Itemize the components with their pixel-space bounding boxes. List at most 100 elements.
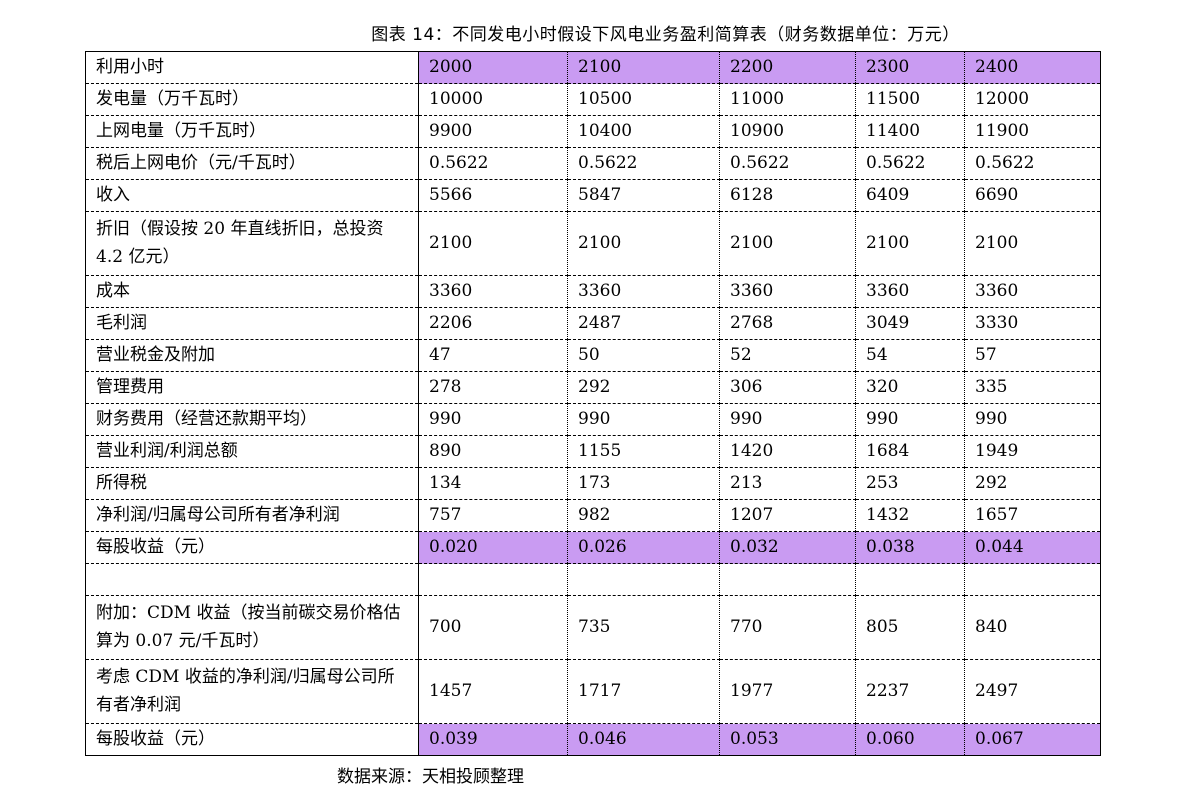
cell-value: 982 [567,499,720,532]
profit-estimate-table: 利用小时 2000 2100 2200 2300 2400 发电量（万千瓦时） 10000 10… [85,51,1101,756]
cell-value: 0.020 [418,531,568,564]
cell-value: 1432 [855,499,965,532]
cell-value: 0.5622 [855,147,965,180]
row-label: 每股收益（元） [85,723,419,756]
cell-value: 770 [719,595,856,660]
row-label: 财务费用（经营还款期平均） [85,403,419,436]
table-row: 附加：CDM 收益（按当前碳交易价格估算为 0.07 元/千瓦时） 700 735 7… [85,595,1101,660]
cell-value: 2497 [964,659,1101,724]
cell-value: 1457 [418,659,568,724]
table-row: 管理费用 278 292 306 320 335 [85,371,1101,404]
table-row: 所得税 134 173 213 253 292 [85,467,1101,500]
cell-value: 0.032 [719,531,856,564]
cell-value: 840 [964,595,1101,660]
cell-value: 253 [855,467,965,500]
cell-value: 2300 [855,51,965,84]
cell-value: 1717 [567,659,720,724]
cell-value: 292 [567,371,720,404]
table-row: 考虑 CDM 收益的净利润/归属母公司所有者净利润 1457 1717 1977 223… [85,659,1101,724]
table-row: 净利润/归属母公司所有者净利润 757 982 1207 1432 1657 [85,499,1101,532]
cell-value: 3360 [719,275,856,308]
cell-value: 3360 [855,275,965,308]
table-row: 营业利润/利润总额 890 1155 1420 1684 1949 [85,435,1101,468]
cell-value: 2400 [964,51,1101,84]
row-label: 管理费用 [85,371,419,404]
cell-value: 10000 [418,83,568,116]
row-label: 附加：CDM 收益（按当前碳交易价格估算为 0.07 元/千瓦时） [85,595,419,660]
table-row: 毛利润 2206 2487 2768 3049 3330 [85,307,1101,340]
row-label: 折旧（假设按 20 年直线折旧，总投资 4.2 亿元） [85,211,419,276]
cell-value: 3360 [964,275,1101,308]
cell-value: 2100 [855,211,965,276]
cell-value: 2206 [418,307,568,340]
cell-value: 2100 [418,211,568,276]
cell-value: 0.5622 [719,147,856,180]
row-label: 营业税金及附加 [85,339,419,372]
table-row: 发电量（万千瓦时） 10000 10500 11000 11500 12000 [85,83,1101,116]
cell-value: 320 [855,371,965,404]
cell-value: 0.046 [567,723,720,756]
row-label: 税后上网电价（元/千瓦时） [85,147,419,180]
cell-value: 11500 [855,83,965,116]
cell-value: 1207 [719,499,856,532]
row-label: 营业利润/利润总额 [85,435,419,468]
cell-value: 3360 [567,275,720,308]
cell-value: 57 [964,339,1101,372]
cell-value: 2100 [964,211,1101,276]
cell-value: 335 [964,371,1101,404]
cell-value: 11900 [964,115,1101,148]
cell-value: 3330 [964,307,1101,340]
cell-value: 52 [719,339,856,372]
cell-value: 1684 [855,435,965,468]
cell-value: 990 [418,403,568,436]
cell-value: 50 [567,339,720,372]
cell-value [719,563,856,596]
table-row: 税后上网电价（元/千瓦时） 0.5622 0.5622 0.5622 0.5622 0.5… [85,147,1101,180]
cell-value: 10500 [567,83,720,116]
cell-value: 1155 [567,435,720,468]
row-label [85,563,419,596]
cell-value: 54 [855,339,965,372]
cell-value: 0.067 [964,723,1101,756]
cell-value: 2100 [567,211,720,276]
cell-value: 3360 [418,275,568,308]
table-row: 成本 3360 3360 3360 3360 3360 [85,275,1101,308]
cell-value: 990 [567,403,720,436]
cell-value: 890 [418,435,568,468]
cell-value: 0.5622 [964,147,1101,180]
cell-value: 805 [855,595,965,660]
cell-value: 2487 [567,307,720,340]
cell-value: 2200 [719,51,856,84]
cell-value: 990 [855,403,965,436]
cell-value: 134 [418,467,568,500]
cell-value: 990 [964,403,1101,436]
table-row: 每股收益（元） 0.020 0.026 0.032 0.038 0.044 [85,531,1101,564]
cell-value: 0.038 [855,531,965,564]
data-source-note: 数据来源：天相投顾整理 [337,767,524,787]
cell-value: 306 [719,371,856,404]
cell-value: 990 [719,403,856,436]
table-row: 上网电量（万千瓦时） 9900 10400 10900 11400 11900 [85,115,1101,148]
cell-value: 757 [418,499,568,532]
cell-value [964,563,1101,596]
cell-value: 0.039 [418,723,568,756]
cell-value: 700 [418,595,568,660]
cell-value: 11000 [719,83,856,116]
cell-value: 6409 [855,179,965,212]
cell-value: 10400 [567,115,720,148]
cell-value: 11400 [855,115,965,148]
cell-value: 292 [964,467,1101,500]
cell-value: 1977 [719,659,856,724]
row-label: 成本 [85,275,419,308]
row-label: 收入 [85,179,419,212]
row-label: 上网电量（万千瓦时） [85,115,419,148]
cell-value [855,563,965,596]
cell-value: 9900 [418,115,568,148]
cell-value: 10900 [719,115,856,148]
table-row: 每股收益（元） 0.039 0.046 0.053 0.060 0.067 [85,723,1101,756]
cell-value: 0.044 [964,531,1101,564]
table-row [85,563,1101,596]
table-title: 图表 14：不同发电小时假设下风电业务盈利简算表（财务数据单位：万元） [371,25,960,45]
cell-value: 1657 [964,499,1101,532]
row-label: 发电量（万千瓦时） [85,83,419,116]
